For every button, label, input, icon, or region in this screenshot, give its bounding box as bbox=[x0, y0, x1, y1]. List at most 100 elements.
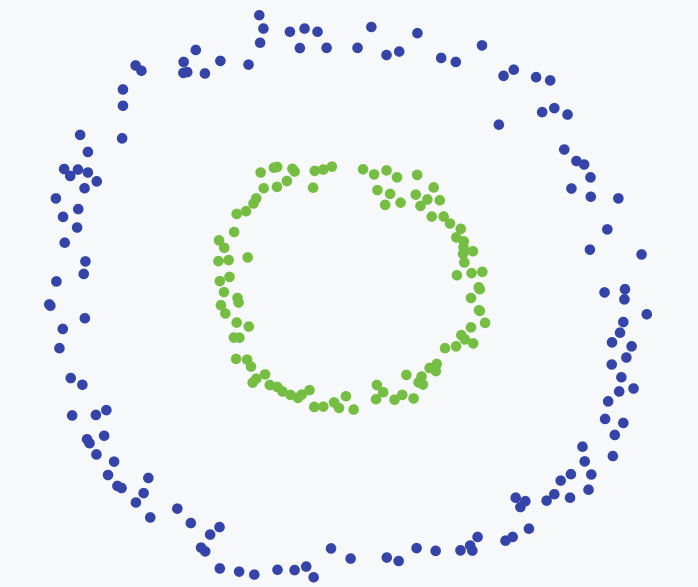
data-point-series-2-90 bbox=[255, 167, 266, 178]
data-point-series-1-133 bbox=[82, 167, 94, 178]
data-point-series-2-103 bbox=[232, 292, 243, 304]
data-point-series-1-47 bbox=[614, 327, 626, 339]
data-point-series-1-22 bbox=[450, 56, 462, 68]
data-point-series-2-26 bbox=[389, 394, 400, 406]
data-point-series-2-30 bbox=[318, 401, 329, 412]
data-point-series-1-140 bbox=[136, 65, 147, 77]
data-point-series-2-12 bbox=[434, 194, 446, 206]
data-point-series-1-50 bbox=[621, 352, 632, 363]
data-point-series-1-120 bbox=[51, 276, 62, 287]
data-point-series-1-35 bbox=[585, 172, 596, 183]
data-point-series-2-64 bbox=[474, 283, 486, 295]
data-point-series-2-86 bbox=[213, 255, 224, 267]
data-point-series-1-127 bbox=[50, 193, 62, 204]
data-point-series-2-94 bbox=[457, 248, 469, 260]
data-point-series-1-82 bbox=[381, 552, 393, 563]
data-point-series-2-56 bbox=[410, 189, 422, 200]
data-point-series-1-13 bbox=[243, 59, 254, 70]
data-point-series-1-128 bbox=[79, 182, 90, 194]
data-point-series-1-136 bbox=[116, 133, 128, 144]
data-point-series-2-72 bbox=[408, 393, 419, 404]
data-point-series-1-138 bbox=[117, 84, 129, 95]
data-point-series-2-59 bbox=[444, 218, 456, 229]
data-point-series-2-37 bbox=[230, 353, 242, 365]
data-point-series-1-98 bbox=[144, 512, 156, 523]
data-point-series-2-97 bbox=[459, 334, 471, 345]
data-point-series-1-137 bbox=[117, 100, 129, 112]
data-point-series-1-18 bbox=[178, 56, 189, 68]
data-point-series-1-38 bbox=[613, 193, 624, 204]
data-point-series-1-4 bbox=[312, 26, 323, 38]
data-point-series-2-96 bbox=[474, 305, 486, 317]
data-point-series-2-50 bbox=[281, 175, 293, 187]
data-point-series-1-129 bbox=[91, 176, 103, 187]
data-point-series-2-100 bbox=[296, 389, 308, 400]
data-point-series-1-11 bbox=[294, 42, 306, 54]
data-point-series-2-27 bbox=[370, 393, 382, 405]
data-point-series-2-43 bbox=[223, 254, 234, 266]
data-point-series-2-70 bbox=[416, 371, 427, 382]
data-point-series-2-78 bbox=[285, 389, 296, 401]
data-point-series-1-27 bbox=[544, 75, 556, 86]
data-point-series-1-93 bbox=[195, 542, 207, 553]
data-point-series-1-19 bbox=[190, 44, 202, 56]
data-point-series-2-55 bbox=[395, 197, 406, 208]
data-point-series-1-134 bbox=[82, 146, 94, 158]
data-point-series-2-48 bbox=[258, 182, 270, 194]
data-point-series-1-43 bbox=[619, 283, 631, 295]
data-point-series-1-6 bbox=[412, 27, 423, 39]
series-layer bbox=[43, 9, 653, 583]
data-point-series-1-66 bbox=[564, 492, 576, 504]
data-point-series-1-31 bbox=[493, 119, 505, 131]
data-point-series-2-49 bbox=[271, 181, 283, 193]
data-point-series-1-54 bbox=[613, 386, 625, 397]
series-1 bbox=[43, 9, 653, 583]
data-point-series-2-40 bbox=[215, 299, 227, 311]
data-point-series-2-16 bbox=[459, 257, 470, 268]
data-point-series-1-39 bbox=[602, 224, 613, 235]
data-point-series-1-2 bbox=[284, 26, 296, 38]
data-point-series-1-123 bbox=[59, 237, 71, 249]
data-point-series-2-53 bbox=[372, 184, 383, 196]
data-point-series-1-10 bbox=[321, 42, 332, 54]
data-point-series-1-62 bbox=[586, 469, 597, 480]
data-point-series-1-57 bbox=[618, 417, 629, 429]
data-point-series-2-51 bbox=[289, 166, 300, 177]
data-point-series-2-101 bbox=[259, 369, 271, 380]
data-point-series-2-5 bbox=[326, 161, 338, 172]
data-point-series-2-25 bbox=[396, 389, 408, 401]
data-point-series-2-63 bbox=[477, 266, 488, 278]
data-point-series-1-86 bbox=[308, 571, 319, 583]
data-point-series-2-7 bbox=[368, 169, 380, 180]
data-point-series-2-89 bbox=[250, 193, 262, 204]
data-point-series-1-28 bbox=[549, 102, 560, 114]
data-point-series-2-104 bbox=[242, 252, 254, 263]
data-point-series-2-80 bbox=[247, 377, 258, 388]
data-point-series-1-111 bbox=[90, 409, 102, 421]
data-point-series-2-85 bbox=[224, 271, 235, 283]
data-point-series-1-124 bbox=[71, 222, 83, 233]
data-point-series-2-3 bbox=[309, 165, 321, 177]
data-point-series-1-131 bbox=[58, 163, 70, 175]
data-point-series-2-39 bbox=[220, 308, 231, 319]
data-point-series-2-52 bbox=[307, 182, 319, 194]
data-point-series-2-41 bbox=[218, 286, 230, 298]
data-point-series-1-41 bbox=[636, 249, 647, 260]
data-point-series-1-103 bbox=[116, 482, 127, 494]
data-point-series-1-53 bbox=[628, 383, 639, 394]
data-point-series-1-30 bbox=[536, 106, 548, 118]
data-point-series-1-89 bbox=[249, 569, 260, 580]
data-point-series-1-105 bbox=[108, 456, 120, 467]
data-point-series-1-84 bbox=[325, 543, 337, 554]
data-point-series-2-62 bbox=[467, 245, 479, 257]
data-point-series-1-119 bbox=[43, 299, 55, 310]
data-point-series-1-14 bbox=[215, 55, 226, 67]
data-point-series-1-64 bbox=[555, 475, 566, 486]
data-point-series-1-72 bbox=[523, 523, 535, 534]
data-point-series-1-110 bbox=[101, 404, 112, 416]
data-point-series-2-74 bbox=[371, 379, 383, 391]
data-point-series-1-101 bbox=[143, 472, 154, 484]
data-point-series-1-51 bbox=[606, 359, 618, 370]
